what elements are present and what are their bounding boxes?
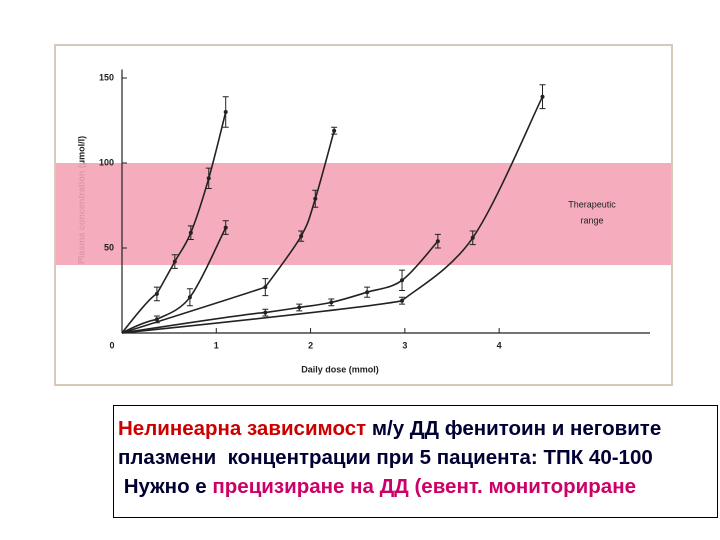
caption-text: Нелинеарна зависимост bbox=[118, 417, 367, 440]
data-point bbox=[313, 196, 318, 201]
curve-lead-in bbox=[121, 299, 403, 334]
data-point bbox=[263, 285, 268, 290]
x-tick-label: 3 bbox=[402, 340, 407, 350]
data-point bbox=[400, 278, 405, 283]
y-tick-label: 50 bbox=[104, 242, 114, 252]
band-annotation: Therapeutic bbox=[568, 199, 616, 209]
data-point bbox=[188, 230, 193, 235]
therapeutic-band bbox=[56, 163, 671, 265]
data-point bbox=[223, 225, 228, 230]
y-tick-label: 100 bbox=[99, 157, 114, 167]
data-point bbox=[365, 290, 370, 295]
caption-box: Нелинеарна зависимост м/у ДД фенитоин и … bbox=[113, 405, 718, 518]
data-point bbox=[329, 300, 334, 305]
data-point bbox=[263, 310, 268, 315]
band-annotation: range bbox=[580, 215, 603, 225]
y-tick-label: 150 bbox=[99, 72, 114, 82]
data-point bbox=[223, 110, 228, 114]
curve-lead-in bbox=[121, 311, 266, 334]
caption-text: прецизиране на ДД (евент. мониториране bbox=[212, 475, 636, 498]
x-tick-label: 1 bbox=[214, 340, 219, 350]
data-point bbox=[470, 235, 475, 240]
caption-text: Нужно е bbox=[118, 475, 213, 498]
data-point bbox=[154, 317, 159, 322]
data-point bbox=[540, 94, 545, 99]
data-point bbox=[172, 259, 177, 264]
chart: Daily dose (mmol) Plasma concentration (… bbox=[54, 44, 673, 386]
curve bbox=[265, 240, 439, 314]
data-point bbox=[332, 128, 337, 133]
x-tick-label: 0 bbox=[109, 340, 114, 350]
data-point bbox=[299, 234, 304, 239]
caption-line: плазмени концентрации при 5 пациента: ТП… bbox=[118, 443, 717, 472]
x-tick-label: 2 bbox=[308, 340, 313, 350]
curve bbox=[264, 130, 335, 288]
data-point bbox=[154, 291, 159, 296]
caption-text: плазмени концентрации при 5 пациента: ТП… bbox=[118, 446, 653, 469]
caption-line: Нелинеарна зависимост м/у ДД фенитоин и … bbox=[118, 414, 717, 443]
data-point bbox=[187, 295, 192, 300]
caption-line: Нужно е прецизиране на ДД (евент. монито… bbox=[118, 472, 717, 501]
data-point bbox=[400, 298, 405, 303]
curve-lead-in bbox=[121, 286, 266, 334]
x-axis-label: Daily dose (mmol) bbox=[301, 364, 379, 374]
x-tick-label: 4 bbox=[497, 340, 502, 350]
data-point bbox=[435, 239, 440, 244]
data-point bbox=[297, 305, 302, 310]
curve bbox=[401, 96, 544, 302]
data-point bbox=[206, 176, 211, 181]
caption-text: м/у ДД фенитоин и неговите bbox=[366, 417, 662, 440]
